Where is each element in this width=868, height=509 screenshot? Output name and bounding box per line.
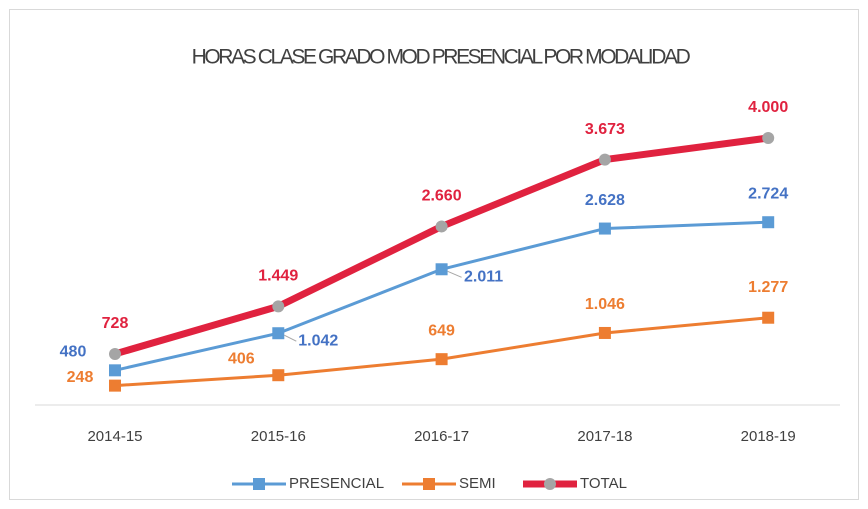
data-label: 2.660	[422, 188, 462, 205]
chart-frame	[9, 9, 859, 500]
data-label: 1.046	[585, 296, 625, 313]
data-label: 1.277	[748, 279, 788, 296]
point-marker	[762, 216, 775, 229]
point-marker	[435, 263, 448, 276]
point-marker	[109, 379, 121, 392]
x-tick-label: 2018-19	[741, 428, 796, 445]
data-label: 406	[228, 350, 255, 367]
legend-marker	[423, 478, 435, 490]
point-marker	[598, 222, 611, 235]
chart-title: HORAS CLASE GRADO MOD PRESENCIAL POR MOD…	[192, 46, 691, 69]
legend-label: TOTAL	[580, 475, 627, 492]
x-tick-label: 2016-17	[414, 428, 469, 445]
x-tick-label: 2017-18	[577, 428, 632, 445]
legend-label: SEMI	[459, 475, 496, 492]
data-label: 3.673	[585, 121, 625, 138]
data-label: 1.449	[258, 268, 298, 285]
x-tick-label: 2015-16	[251, 428, 306, 445]
legend-marker	[253, 478, 265, 490]
data-label: 2.011	[464, 268, 503, 285]
point-marker	[435, 353, 448, 366]
leader-line	[284, 334, 297, 342]
x-tick-label: 2014-15	[87, 428, 142, 445]
point-marker	[435, 220, 448, 233]
point-marker	[109, 364, 121, 377]
data-label: 2.628	[585, 192, 625, 209]
legend-label: PRESENCIAL	[289, 475, 384, 492]
data-label: 2.724	[748, 185, 788, 202]
point-marker	[598, 153, 611, 166]
point-marker	[598, 326, 611, 339]
legend-marker	[544, 478, 556, 490]
data-label: 649	[428, 322, 455, 339]
data-label: 480	[60, 344, 87, 361]
leader-line	[447, 270, 462, 278]
point-marker	[272, 327, 285, 340]
point-marker	[272, 369, 285, 382]
point-marker	[109, 347, 121, 360]
data-label: 1.042	[298, 332, 338, 349]
point-marker	[762, 311, 775, 324]
data-label: 4.000	[748, 99, 788, 116]
point-marker	[762, 132, 775, 144]
data-label: 728	[102, 315, 129, 332]
data-label: 248	[67, 369, 94, 386]
point-marker	[272, 300, 285, 313]
